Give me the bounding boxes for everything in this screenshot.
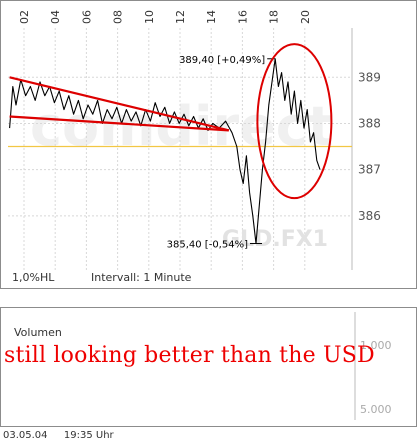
y-tick-label: 387 xyxy=(358,163,381,177)
grid-group xyxy=(8,28,352,270)
trendline-lower xyxy=(9,115,229,132)
x-tick-label: 06 xyxy=(80,10,93,24)
x-tick-label: 02 xyxy=(18,10,31,24)
x-tick-label: 20 xyxy=(299,10,312,24)
x-tick-label: 14 xyxy=(205,10,218,24)
x-tick-label: 18 xyxy=(268,10,281,24)
x-tick-label: 10 xyxy=(143,10,156,24)
volume-tick-label: 5.000 xyxy=(360,403,392,416)
x-tick-label: 12 xyxy=(174,10,187,24)
x-tick-label: 16 xyxy=(236,10,249,24)
timestamp-date: 03.05.04 xyxy=(3,430,48,441)
volume-panel-frame xyxy=(0,307,417,427)
footer-scale-label: 1,0%HL xyxy=(12,271,55,284)
y-tick-label: 389 xyxy=(358,70,381,84)
max-value-label: 389,40 [+0,49%] xyxy=(179,55,265,66)
chart-comment: still looking better than the USD xyxy=(4,343,375,368)
y-tick-label: 386 xyxy=(358,209,381,223)
min-value-label: 385,40 [-0,54%] xyxy=(167,240,248,251)
footer-interval-label: Intervall: 1 Minute xyxy=(91,271,192,284)
timestamp: 03.05.04 19:35 Uhr xyxy=(3,430,114,441)
highlight-ellipse xyxy=(256,43,333,200)
trendline-upper xyxy=(9,76,230,132)
x-tick-label: 04 xyxy=(49,10,62,24)
timestamp-time: 19:35 Uhr xyxy=(63,430,114,441)
x-tick-label: 08 xyxy=(112,10,125,24)
main-panel-frame xyxy=(0,0,417,289)
symbol-label: GLD.FX1 xyxy=(222,227,328,252)
volume-tick-label: 1.000 xyxy=(360,339,392,352)
y-tick-label: 388 xyxy=(358,116,381,130)
volume-panel-title: Volumen xyxy=(14,326,62,339)
